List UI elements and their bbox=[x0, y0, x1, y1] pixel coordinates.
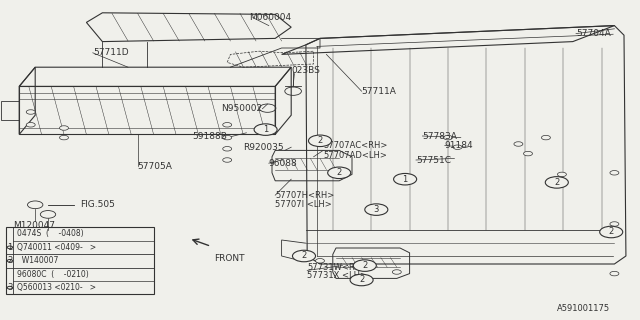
Circle shape bbox=[394, 173, 417, 185]
Text: 91184: 91184 bbox=[445, 141, 474, 150]
Circle shape bbox=[541, 135, 550, 140]
Text: M060004: M060004 bbox=[250, 13, 292, 22]
Circle shape bbox=[308, 135, 332, 147]
Circle shape bbox=[328, 167, 351, 179]
Circle shape bbox=[254, 124, 277, 135]
Circle shape bbox=[26, 110, 35, 114]
Text: 57704A: 57704A bbox=[576, 29, 611, 38]
Text: A591001175: A591001175 bbox=[557, 304, 610, 313]
Text: 2: 2 bbox=[362, 261, 367, 270]
Circle shape bbox=[223, 147, 232, 151]
Circle shape bbox=[357, 276, 366, 281]
Circle shape bbox=[223, 123, 232, 127]
Text: 0474S  (    -0408): 0474S ( -0408) bbox=[17, 229, 84, 238]
Circle shape bbox=[392, 270, 401, 274]
Circle shape bbox=[28, 201, 43, 209]
Text: R920035: R920035 bbox=[243, 143, 284, 152]
Circle shape bbox=[365, 204, 388, 215]
Text: 2: 2 bbox=[337, 168, 342, 177]
Text: FRONT: FRONT bbox=[214, 254, 245, 263]
Circle shape bbox=[292, 250, 316, 262]
Circle shape bbox=[524, 151, 532, 156]
Text: 1: 1 bbox=[263, 125, 268, 134]
Circle shape bbox=[223, 158, 232, 162]
Text: 3: 3 bbox=[7, 283, 13, 292]
Circle shape bbox=[7, 286, 13, 289]
Circle shape bbox=[40, 211, 56, 218]
Text: 2: 2 bbox=[609, 228, 614, 236]
Text: 57707AC<RH>: 57707AC<RH> bbox=[323, 141, 388, 150]
Circle shape bbox=[453, 145, 462, 149]
Text: W140007: W140007 bbox=[17, 256, 59, 265]
Circle shape bbox=[610, 271, 619, 276]
Circle shape bbox=[7, 260, 13, 262]
Circle shape bbox=[26, 123, 35, 127]
Text: 59188B: 59188B bbox=[192, 132, 227, 140]
Text: 57783A: 57783A bbox=[422, 132, 457, 140]
Text: 57731X <LH>: 57731X <LH> bbox=[307, 271, 367, 280]
Text: 57751C: 57751C bbox=[416, 156, 451, 164]
Text: 96080C  (    -0210): 96080C ( -0210) bbox=[17, 270, 89, 279]
Text: 96088: 96088 bbox=[269, 159, 298, 168]
Circle shape bbox=[60, 135, 68, 140]
Text: FIG.505: FIG.505 bbox=[80, 200, 115, 209]
Text: 57705A: 57705A bbox=[138, 162, 172, 171]
Circle shape bbox=[600, 226, 623, 238]
Text: 57711A: 57711A bbox=[362, 87, 396, 96]
Circle shape bbox=[350, 274, 373, 286]
Text: Q560013 <0210-   >: Q560013 <0210- > bbox=[17, 283, 96, 292]
Bar bbox=[6, 227, 154, 294]
Circle shape bbox=[223, 135, 232, 140]
Circle shape bbox=[60, 126, 68, 130]
Text: 1: 1 bbox=[7, 243, 13, 252]
Circle shape bbox=[353, 260, 376, 271]
Text: N950002: N950002 bbox=[221, 104, 262, 113]
Text: 023BS: 023BS bbox=[291, 66, 320, 75]
Circle shape bbox=[545, 177, 568, 188]
Text: M120047: M120047 bbox=[13, 221, 55, 230]
Text: 57711D: 57711D bbox=[93, 48, 129, 57]
Text: 57731W<RH>: 57731W<RH> bbox=[307, 263, 369, 272]
Text: 57707H<RH>: 57707H<RH> bbox=[275, 191, 335, 200]
Text: 2: 2 bbox=[7, 256, 13, 265]
Text: 2: 2 bbox=[301, 252, 307, 260]
Circle shape bbox=[610, 171, 619, 175]
Circle shape bbox=[514, 142, 523, 146]
Text: 57707I <LH>: 57707I <LH> bbox=[275, 200, 332, 209]
Circle shape bbox=[354, 262, 363, 266]
Text: 3: 3 bbox=[374, 205, 379, 214]
Text: 57707AD<LH>: 57707AD<LH> bbox=[323, 151, 387, 160]
Text: 2: 2 bbox=[359, 276, 364, 284]
Circle shape bbox=[7, 246, 13, 249]
Circle shape bbox=[557, 172, 566, 177]
Circle shape bbox=[316, 259, 324, 263]
Text: Q740011 <0409-   >: Q740011 <0409- > bbox=[17, 243, 97, 252]
Circle shape bbox=[610, 222, 619, 226]
Text: 1: 1 bbox=[403, 175, 408, 184]
Text: 2: 2 bbox=[554, 178, 559, 187]
Text: 2: 2 bbox=[317, 136, 323, 145]
Circle shape bbox=[444, 135, 452, 140]
